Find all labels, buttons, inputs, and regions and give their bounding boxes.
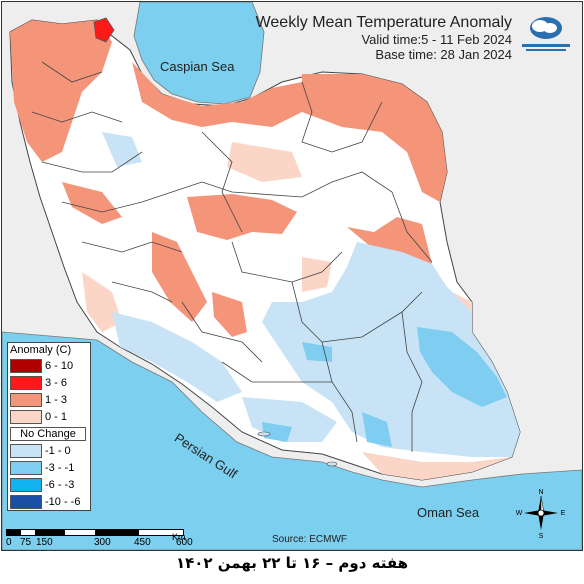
legend-label: 3 - 6	[45, 376, 68, 389]
hot-spot	[93, 17, 115, 43]
map-frame: Weekly Mean Temperature Anomaly Valid ti…	[1, 1, 583, 551]
legend-swatch	[10, 392, 42, 407]
legend-label: No Change	[20, 427, 76, 440]
scale-tick: 300	[94, 537, 111, 548]
legend-item: -6 - -3	[8, 476, 90, 493]
map-title: Weekly Mean Temperature Anomaly	[255, 14, 512, 31]
legend-item: 3 - 6	[8, 374, 90, 391]
legend-label: 0 - 1	[45, 410, 68, 423]
legend-swatch: No Change	[10, 426, 86, 441]
legend-item: 0 - 1	[8, 408, 90, 425]
scale-tick: 450	[134, 537, 151, 548]
legend-item: -3 - -1	[8, 459, 90, 476]
cold-anomaly-areas	[262, 327, 507, 447]
scale-bar: Km 0 75 150 300 450 600	[6, 529, 193, 549]
legend-item: No Change	[8, 425, 90, 442]
legend-label: 6 - 10	[45, 359, 74, 372]
persian-gulf-sea	[2, 331, 582, 550]
footer-caption: هفته دوم – ۱۶ تا ۲۲ بهمن ۱۴۰۲	[175, 554, 409, 572]
warm-anomaly-areas	[10, 20, 447, 337]
compass-rose-icon: N S E W	[516, 489, 566, 538]
organization-logo	[522, 17, 570, 51]
legend-swatch	[10, 358, 42, 373]
compass-e: E	[561, 510, 566, 517]
legend-swatch	[10, 460, 42, 475]
scale-bar-graphic	[6, 529, 184, 536]
scale-tick: 150	[36, 537, 53, 548]
compass-n: N	[538, 489, 543, 496]
scale-unit: Km	[172, 532, 186, 542]
compass-w: W	[516, 510, 523, 517]
scale-tick: 75	[20, 537, 32, 548]
caspian-sea	[133, 2, 265, 105]
legend-swatch	[10, 477, 42, 492]
legend-label: -6 - -3	[45, 478, 75, 491]
province-borders	[31, 61, 433, 452]
island	[326, 461, 338, 467]
scale-tick: 600	[176, 537, 193, 548]
anomaly-map	[2, 2, 582, 550]
legend-item: -1 - 0	[8, 442, 90, 459]
oman-sea-label: Oman Sea	[417, 505, 480, 520]
legend-swatch	[10, 443, 42, 458]
legend-label: -3 - -1	[45, 461, 75, 474]
compass-s: S	[539, 533, 544, 538]
base-time: Base time: 28 Jan 2024	[375, 47, 512, 62]
title-block: Weekly Mean Temperature Anomaly Valid ti…	[256, 14, 512, 62]
source-label: Source: ECMWF	[272, 534, 348, 545]
legend-item: 6 - 10	[8, 357, 90, 374]
legend-title: Anomaly (C)	[10, 344, 72, 356]
legend-rows: 6 - 10 3 - 6 1 - 3 0 - 1 No Change -1 - 0 -3 -…	[8, 357, 90, 510]
scale-tick: 0	[6, 537, 12, 548]
legend-label: 1 - 3	[45, 393, 68, 406]
legend-label: -1 - 0	[45, 444, 71, 457]
island	[257, 431, 271, 437]
legend-label: -10 - -6	[45, 495, 81, 508]
caspian-sea-label: Caspian Sea	[160, 59, 235, 74]
legend-item: 1 - 3	[8, 391, 90, 408]
valid-time: Valid time:5 - 11 Feb 2024	[361, 32, 512, 47]
legend-swatch	[10, 409, 42, 424]
legend: Anomaly (C) 6 - 10 3 - 6 1 - 3 0 - 1 No Chan…	[7, 342, 91, 511]
legend-swatch	[10, 494, 42, 509]
legend-item: -10 - -6	[8, 493, 90, 510]
legend-swatch	[10, 375, 42, 390]
